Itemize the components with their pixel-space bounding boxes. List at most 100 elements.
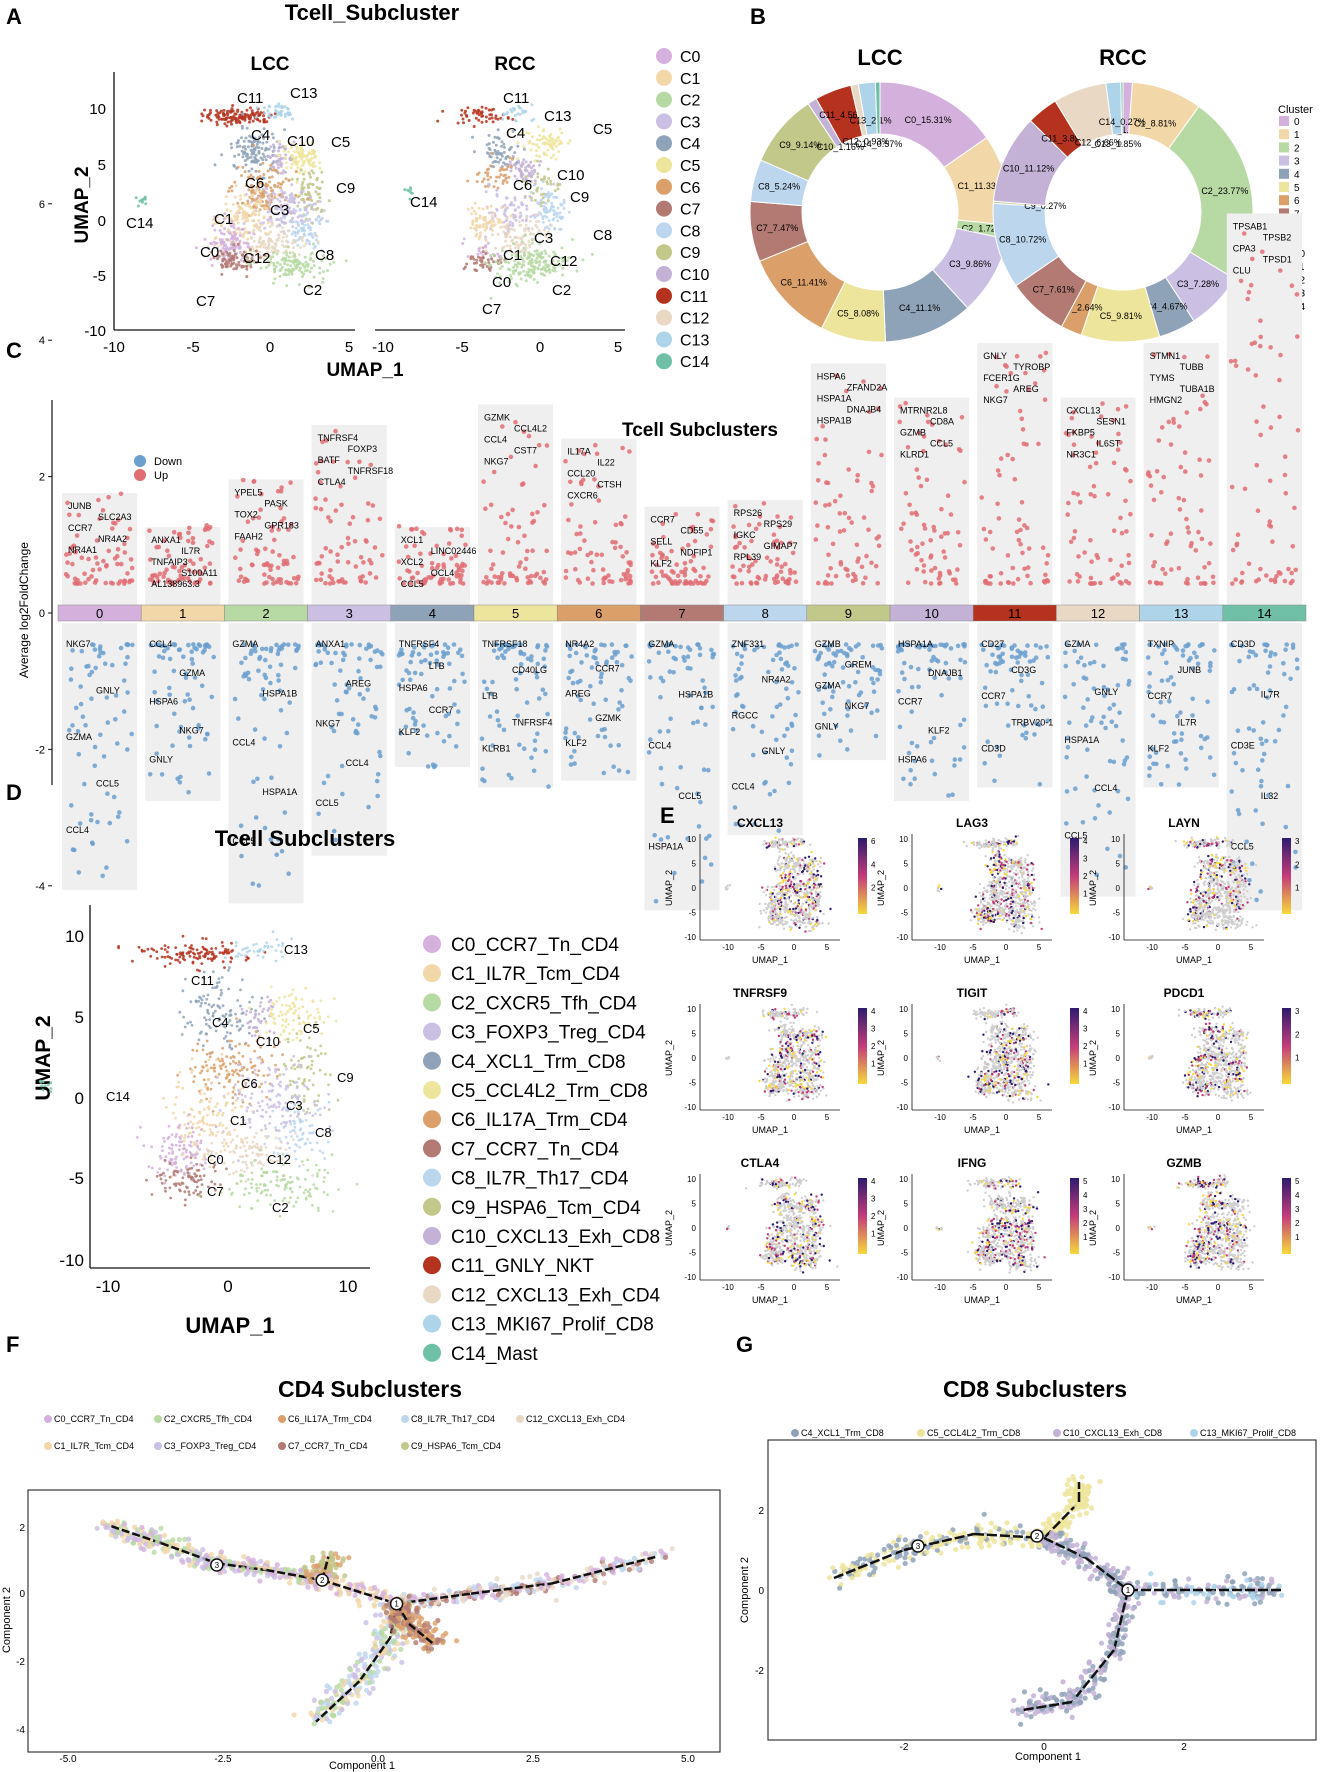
cell-point: [491, 229, 494, 232]
cell-point: [490, 152, 493, 155]
gene-point-up: [1185, 577, 1190, 582]
cell-point: [528, 245, 531, 248]
gene-point-up: [1028, 581, 1033, 586]
cell-point: [298, 194, 301, 197]
gene-point-down: [953, 757, 958, 762]
gene-label-up: TYMS: [1150, 373, 1175, 383]
cell-point: [474, 202, 477, 205]
cell-point: [164, 948, 167, 951]
gene-point-up: [589, 551, 594, 556]
cell-point: [266, 246, 269, 249]
gene-label-down: GZMK: [595, 713, 621, 723]
gene-point-up: [762, 501, 767, 506]
cell-point: [222, 960, 225, 963]
cluster-label: C2: [303, 282, 322, 299]
gene-point-down: [958, 723, 963, 728]
gene-point-up: [129, 557, 134, 562]
gene-point-down: [1020, 651, 1025, 656]
gene-point-up: [1283, 579, 1288, 584]
cell-point: [525, 224, 528, 227]
cell-point: [203, 948, 206, 951]
gene-point-up: [418, 552, 423, 557]
gene-point-down: [90, 841, 95, 846]
cell-point: [269, 115, 272, 118]
gene-point-up: [336, 579, 341, 584]
gene-point-down: [361, 696, 366, 701]
gene-point-up: [984, 537, 989, 542]
gene-point-up: [101, 559, 106, 564]
gene-point-up: [1024, 442, 1029, 447]
legend-swatch: [1279, 129, 1289, 139]
gene-point-down: [1024, 731, 1029, 736]
gene-point-down: [1264, 739, 1269, 744]
gene-point-up: [826, 573, 831, 578]
gene-point-down: [1085, 697, 1090, 702]
cell-point: [556, 219, 559, 222]
cell-point: [250, 160, 253, 163]
cell-point: [263, 112, 266, 115]
gene-point-down: [375, 779, 380, 784]
panel-d-title: Tcell Subclusters: [215, 826, 396, 851]
gene-point-down: [740, 704, 745, 709]
gene-point-down: [115, 741, 120, 746]
gene-point-down: [1110, 720, 1115, 725]
gene-point-up: [847, 516, 852, 521]
gene-point-up: [238, 567, 243, 572]
cell-point: [282, 180, 285, 183]
gene-point-up: [1043, 397, 1048, 402]
gene-point-down: [1120, 646, 1125, 651]
cell-point: [276, 253, 279, 256]
cell-point: [224, 950, 227, 953]
cell-point: [310, 157, 313, 160]
cell-point: [288, 111, 291, 114]
cell-point: [260, 192, 263, 195]
gene-point-down: [624, 643, 629, 648]
cell-point: [236, 202, 239, 205]
gene-point-down: [452, 642, 457, 647]
cluster-label: C6: [245, 175, 264, 192]
gene-point-up: [855, 473, 860, 478]
cell-point: [303, 245, 306, 248]
gene-label-down: HSPA6: [149, 697, 178, 707]
gene-point-down: [784, 687, 789, 692]
gene-label-down: CCL5: [1231, 842, 1254, 852]
gene-point-down: [239, 661, 244, 666]
gene-point-down: [1147, 684, 1152, 689]
cell-point: [285, 284, 288, 287]
gene-point-up: [80, 555, 85, 560]
gene-point-down: [869, 711, 874, 716]
gene-label-down: GNLY: [815, 722, 839, 732]
cell-point: [534, 159, 537, 162]
gene-point-up: [252, 479, 257, 484]
cluster-bar-label: 5: [512, 606, 519, 621]
cell-point: [466, 180, 469, 183]
cell-point: [253, 233, 256, 236]
cell-point: [294, 234, 297, 237]
legend-item: C0: [656, 48, 701, 66]
gene-point-down: [572, 761, 577, 766]
gene-point-down: [537, 696, 542, 701]
cell-point: [501, 155, 504, 158]
cell-point: [463, 267, 466, 270]
gene-point-up: [921, 569, 926, 574]
gene-point-down: [678, 645, 683, 650]
gene-point-up: [65, 574, 70, 579]
gene-point-up: [335, 552, 340, 557]
gene-point-down: [1034, 655, 1039, 660]
gene-point-down: [628, 679, 633, 684]
cell-point: [476, 226, 479, 229]
gene-point-up: [414, 526, 419, 531]
gene-label-down: GZMA: [179, 668, 205, 678]
gene-point-up: [316, 561, 321, 566]
cell-point: [233, 155, 236, 158]
cell-point: [224, 203, 227, 206]
cell-point: [265, 191, 268, 194]
cell-point: [244, 159, 247, 162]
cell-point: [174, 959, 177, 962]
gene-label-down: CD3G: [1011, 665, 1036, 675]
gene-point-up: [1089, 559, 1094, 564]
cell-point: [527, 240, 530, 243]
gene-point-down: [774, 738, 779, 743]
cell-point: [498, 262, 501, 265]
gene-label-down: CCL4: [346, 758, 369, 768]
